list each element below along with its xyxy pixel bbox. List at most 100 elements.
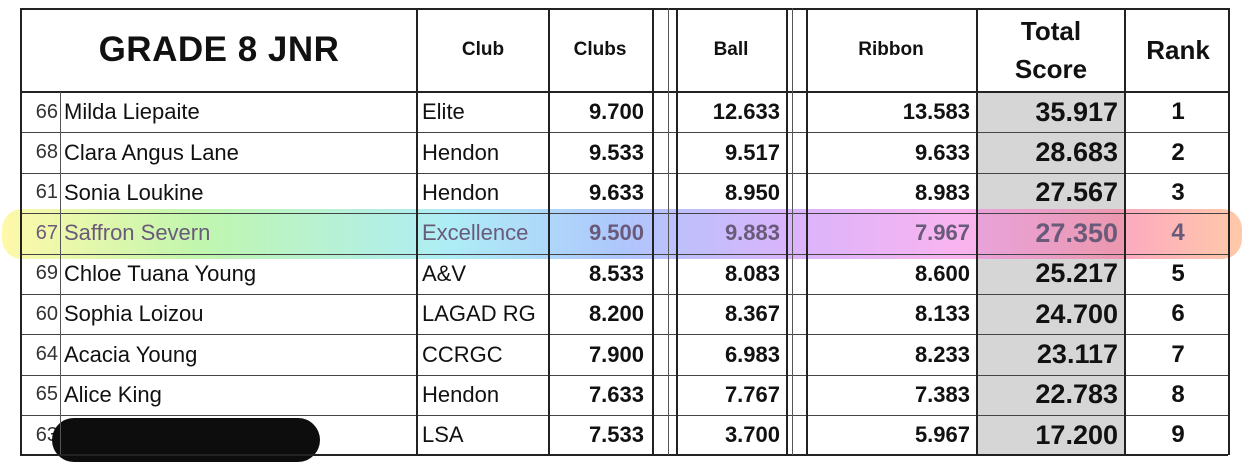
table-border-bottom — [20, 454, 1228, 456]
table-border-top — [20, 8, 1228, 10]
cell-club: LSA — [422, 422, 464, 448]
cell-ball: 7.767 — [724, 381, 780, 407]
cell-clubs: 8.200 — [588, 301, 644, 327]
cell-rank: 6 — [1171, 300, 1185, 328]
cell-num: 64 — [35, 343, 58, 366]
cell-num: 68 — [35, 141, 58, 164]
column-divider — [652, 8, 654, 455]
cell-ribbon: 8.983 — [914, 179, 970, 205]
header-ball: Ball — [713, 39, 749, 60]
column-divider — [668, 8, 669, 455]
cell-total: 27.350 — [1035, 217, 1118, 248]
column-divider — [1124, 8, 1126, 455]
cell-name: Alice King — [64, 381, 162, 407]
cell-name: Saffron Severn — [64, 220, 211, 246]
cell-ball: 8.950 — [724, 179, 780, 205]
header-divider — [20, 91, 1228, 93]
row-divider — [20, 132, 1228, 134]
column-divider — [976, 8, 978, 455]
cell-ribbon: 7.383 — [914, 381, 970, 407]
cell-ball: 6.983 — [724, 341, 780, 367]
cell-rank: 4 — [1171, 219, 1185, 247]
column-divider — [416, 8, 418, 455]
row-divider — [20, 334, 1228, 336]
header-rank: Rank — [1146, 35, 1210, 65]
table-title: GRADE 8 JNR — [98, 30, 340, 69]
cell-total: 22.783 — [1035, 379, 1118, 410]
cell-club: Hendon — [422, 139, 500, 165]
cell-ribbon: 13.583 — [902, 99, 970, 125]
row-divider — [20, 253, 1228, 255]
cell-total: 17.200 — [1035, 419, 1118, 450]
column-divider — [792, 8, 793, 455]
cell-ball: 9.517 — [724, 139, 780, 165]
cell-club: Hendon — [422, 381, 500, 407]
cell-total: 23.117 — [1036, 339, 1118, 370]
row-divider — [20, 374, 1228, 376]
cell-ball: 8.367 — [724, 301, 780, 327]
cell-total: 28.683 — [1035, 137, 1118, 168]
cell-name: Sophia Loizou — [64, 301, 204, 327]
cell-clubs: 9.533 — [588, 139, 644, 165]
cell-rank: 9 — [1171, 421, 1185, 449]
row-divider — [20, 415, 1228, 417]
cell-rank: 7 — [1171, 340, 1185, 368]
cell-ball: 8.083 — [724, 260, 780, 286]
cell-total: 25.217 — [1035, 258, 1118, 289]
cell-club: Hendon — [422, 179, 500, 205]
cell-ribbon: 5.967 — [914, 422, 970, 448]
cell-ribbon: 8.233 — [914, 341, 970, 367]
cell-name: Clara Angus Lane — [64, 139, 239, 165]
cell-name: Chloe Tuana Young — [64, 260, 257, 286]
cell-club: Elite — [422, 99, 465, 125]
cell-clubs: 9.700 — [588, 99, 644, 125]
cell-club: LAGAD RG — [422, 301, 536, 327]
cell-club: Excellence — [422, 220, 529, 246]
cell-total: 24.700 — [1035, 298, 1118, 329]
highlighter-mark — [2, 209, 1242, 259]
cell-name: Acacia Young — [64, 341, 198, 367]
total-column-shading — [978, 92, 1124, 454]
cell-rank: 5 — [1171, 259, 1185, 287]
cell-rank: 8 — [1171, 380, 1185, 408]
header-club: Club — [461, 39, 505, 60]
cell-total: 27.567 — [1035, 177, 1118, 208]
cell-ribbon: 8.133 — [914, 301, 970, 327]
header-ribbon: Ribbon — [858, 39, 924, 60]
cell-num: 66 — [35, 100, 58, 123]
cell-ribbon: 9.633 — [914, 139, 970, 165]
cell-club: CCRGC — [422, 341, 503, 367]
cell-num: 61 — [35, 181, 58, 204]
cell-clubs: 7.533 — [588, 422, 644, 448]
cell-ribbon: 8.600 — [914, 260, 970, 286]
cell-ball: 3.700 — [724, 422, 780, 448]
cell-total: 35.917 — [1035, 96, 1118, 127]
cell-num: 67 — [35, 221, 58, 244]
cell-clubs: 9.633 — [588, 179, 644, 205]
cell-club: A&V — [422, 260, 467, 286]
cell-num: 65 — [35, 383, 58, 406]
cell-ribbon: 7.967 — [914, 220, 970, 246]
column-divider — [20, 8, 22, 455]
cell-clubs: 7.633 — [588, 381, 644, 407]
row-divider — [20, 172, 1228, 174]
column-divider — [548, 8, 550, 455]
column-divider — [786, 8, 788, 455]
cell-rank: 2 — [1171, 138, 1185, 166]
header-clubs: Clubs — [573, 39, 627, 60]
header-total-score: Total Score — [1014, 16, 1088, 84]
column-divider — [676, 8, 678, 455]
cell-num: 69 — [35, 262, 58, 285]
cell-num: 60 — [35, 302, 58, 325]
row-divider — [20, 294, 1228, 295]
column-divider — [806, 8, 808, 455]
cell-ball: 9.883 — [724, 220, 780, 246]
cell-name: Milda Liepaite — [64, 99, 200, 125]
cell-rank: 1 — [1171, 98, 1185, 126]
cell-name: Sonia Loukine — [64, 179, 204, 205]
row-divider — [20, 213, 1228, 215]
column-divider — [1228, 8, 1230, 455]
cell-clubs: 8.533 — [588, 260, 644, 286]
cell-clubs: 9.500 — [588, 220, 644, 246]
